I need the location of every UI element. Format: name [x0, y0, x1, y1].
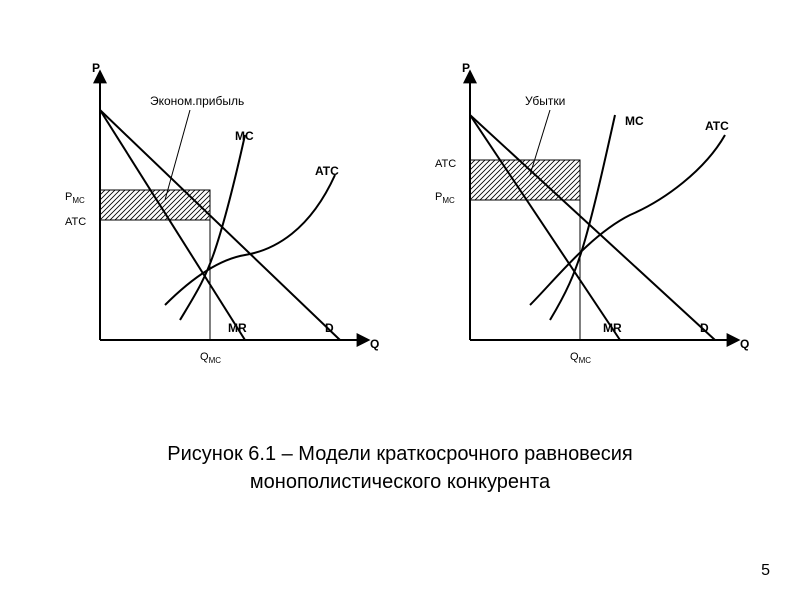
chart-left: P Q Эконом.прибыль MC ATC D MR PMC ATC Q… [50, 50, 390, 380]
d-label: D [700, 321, 709, 335]
annotation-label: Убытки [525, 94, 565, 108]
p-axis-label: P [92, 61, 100, 75]
qmc-tick: QMC [200, 351, 221, 365]
page-number: 5 [761, 562, 770, 580]
caption-line2: монополистического конкурента [250, 471, 550, 493]
d-label: D [325, 321, 334, 335]
chart-left-svg: P Q Эконом.прибыль MC ATC D MR PMC ATC Q… [50, 50, 390, 380]
profit-region [100, 190, 210, 220]
charts-row: P Q Эконом.прибыль MC ATC D MR PMC ATC Q… [50, 50, 750, 380]
annotation-pointer [165, 110, 190, 200]
chart-right-svg: P Q Убытки MC ATC D MR ATC PMC QMC [420, 50, 760, 380]
chart-right: P Q Убытки MC ATC D MR ATC PMC QMC [420, 50, 760, 380]
q-axis-label: Q [740, 337, 749, 351]
mr-curve [470, 115, 620, 340]
atc-label: ATC [315, 164, 339, 178]
qmc-tick: QMC [570, 351, 591, 365]
annotation-label: Эконом.прибыль [150, 94, 244, 108]
mr-label: MR [228, 321, 247, 335]
demand-curve [100, 110, 340, 340]
q-axis-label: Q [370, 337, 379, 351]
pmc-tick: PMC [65, 191, 85, 205]
atc-label: ATC [705, 119, 729, 133]
pmc-tick: PMC [435, 191, 455, 205]
p-axis-label: P [462, 61, 470, 75]
atc-tick: ATC [65, 216, 86, 228]
figure-caption: Рисунок 6.1 – Модели краткосрочного равн… [0, 440, 800, 496]
caption-line1: Рисунок 6.1 – Модели краткосрочного равн… [167, 443, 632, 465]
mc-curve [180, 135, 245, 320]
mc-label: MC [235, 129, 254, 143]
demand-curve [470, 115, 715, 340]
mr-label: MR [603, 321, 622, 335]
mc-label: MC [625, 114, 644, 128]
page: P Q Эконом.прибыль MC ATC D MR PMC ATC Q… [0, 0, 800, 600]
atc-tick: ATC [435, 158, 456, 170]
